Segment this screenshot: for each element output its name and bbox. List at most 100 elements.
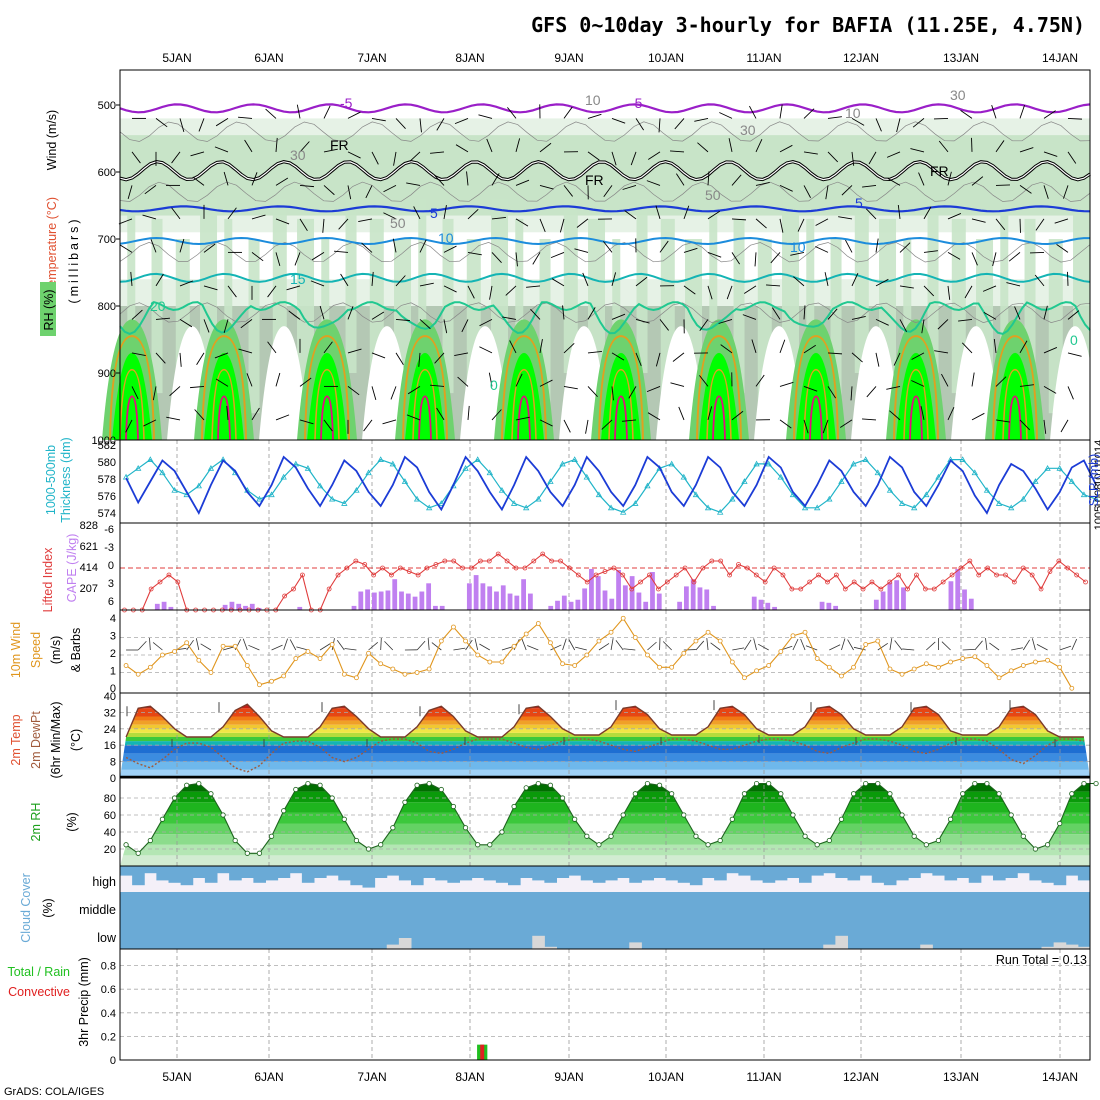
cloud-high-bar (241, 866, 254, 878)
rh2m-marker (159, 816, 166, 822)
wind-barb (574, 248, 589, 253)
wind-barb (779, 144, 793, 153)
wind-speed-marker (208, 670, 214, 675)
wind-barb (603, 185, 613, 197)
lifted-index-marker (433, 562, 439, 567)
wind-speed-marker (184, 640, 190, 646)
wind-barb (190, 385, 205, 389)
cloud-high-bar (823, 866, 836, 874)
thickness-marker (644, 482, 651, 489)
wind-barb (323, 185, 335, 196)
precip-tick: 0.8 (101, 961, 116, 973)
rh2m-tick: 20 (104, 844, 116, 856)
lifted-index-marker (166, 572, 172, 578)
cloud-high-bar (750, 866, 764, 881)
lifted-index-marker (1029, 572, 1035, 578)
wind-barb (1019, 105, 1025, 119)
cloud-high-bar (1053, 866, 1067, 886)
wind-speed-marker (269, 678, 274, 684)
wind-barb (947, 285, 951, 300)
cape-bar (351, 605, 357, 610)
isotherm-35-loop (418, 395, 432, 441)
lifted-index-marker (380, 565, 385, 571)
rh2m-marker (596, 842, 602, 848)
isotherm-35-loop (809, 395, 823, 441)
wind-barb (406, 182, 421, 186)
lifted-index-marker (638, 579, 643, 585)
rh-plume (806, 218, 815, 394)
wind-barb (467, 405, 470, 420)
wind-10m-barb (550, 644, 562, 651)
wind-barb (585, 419, 589, 434)
wind-barb (731, 410, 744, 421)
rh2m-marker (572, 816, 578, 822)
wind-barb (1019, 340, 1028, 354)
precip-tick: 0.4 (101, 1008, 116, 1020)
thickness-marker (535, 495, 542, 502)
wind-speed-marker (414, 670, 420, 675)
rh-plume (491, 198, 509, 373)
wind-speed-marker (657, 664, 662, 670)
run-total-text: Run Total = 0.13 (996, 953, 1087, 967)
thickness-marker (729, 495, 736, 502)
wind-speed-marker (790, 633, 796, 639)
rh2m-marker (996, 791, 1002, 797)
wind-speed-marker (160, 652, 165, 658)
wind-barb (995, 419, 1010, 423)
cape-bar (371, 592, 377, 610)
thickness-tick: 576 (98, 491, 116, 503)
rh2m-marker (1020, 833, 1026, 839)
rh-plume (248, 239, 260, 414)
rh2m-marker (814, 842, 820, 848)
precip-convective-bar (480, 1044, 485, 1060)
rh2m-marker (559, 795, 566, 801)
wind-barb (150, 239, 157, 253)
rh2m-marker (584, 833, 590, 839)
lifted-index-marker (958, 565, 964, 571)
lifted-index-marker (157, 579, 163, 585)
wind-barb (587, 113, 602, 119)
rh2m-marker (462, 825, 469, 831)
wind-speed-marker (572, 663, 578, 668)
lifted-index-marker (1038, 586, 1044, 592)
lifted-index-marker (869, 579, 875, 585)
rh2m-marker (1032, 846, 1039, 852)
cloud-low-bar (823, 944, 836, 949)
wind-10m-barb (829, 644, 841, 651)
cloud-high-bar (447, 866, 460, 883)
lifted-index-tick: 0 (108, 560, 114, 572)
cloud-high-bar (289, 866, 303, 874)
thickness-marker (632, 500, 639, 506)
wind-barb (539, 142, 552, 153)
wind-barb (887, 178, 901, 186)
wind-barb (897, 204, 901, 219)
rh-dry-slot (259, 326, 309, 440)
wind-10m-barb (242, 638, 248, 651)
rh2m-marker (729, 816, 735, 822)
wind-barb (635, 352, 642, 367)
cape-bar (656, 593, 662, 610)
cape-bar (751, 596, 757, 610)
cape-bar (765, 602, 771, 610)
wind-speed-marker (317, 656, 323, 661)
thickness-tick: 580 (98, 457, 116, 469)
isotherm-15 (119, 272, 1091, 283)
rh2m-marker (184, 782, 190, 788)
pressure-tick: 700 (98, 234, 116, 246)
rh-dry-slot (851, 326, 901, 440)
millibars-label: (millibars) (67, 216, 81, 303)
precip-tick: 0.6 (101, 984, 116, 996)
wind-barb (323, 341, 333, 354)
wind-10m-barb (989, 642, 1000, 651)
isotherm-25-loop (598, 335, 644, 441)
precip-total-label: Total / Rain (7, 965, 70, 979)
rh-contour (119, 302, 1091, 323)
wind-barb (1067, 352, 1082, 357)
isotherm-35-loop (909, 395, 923, 441)
rh2m-marker (935, 837, 942, 844)
lifted-index-marker (807, 579, 813, 585)
wind-barb (347, 185, 352, 200)
wind-10m-barb (200, 643, 212, 651)
rh2m-marker (1069, 791, 1075, 797)
wind-barb (960, 110, 973, 119)
